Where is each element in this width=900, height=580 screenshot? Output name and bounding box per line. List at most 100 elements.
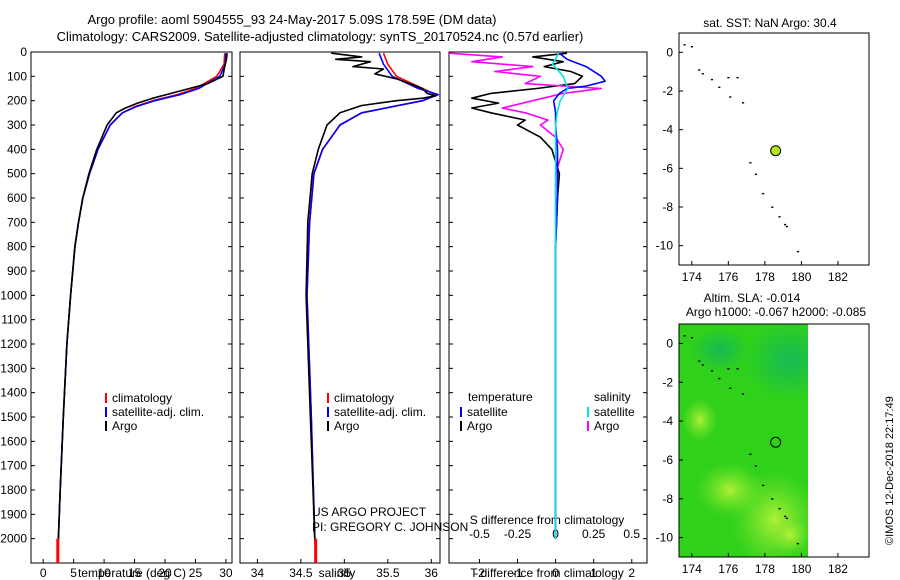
land-dot	[736, 368, 739, 370]
depth-tick-label: 1900	[0, 507, 27, 521]
difference-panel: -2 -1 0 1 2-0.5 -0.25 0 0.25 0.5S difference fro…	[448, 51, 648, 580]
land-dot	[749, 453, 752, 455]
land-dot	[710, 370, 714, 372]
sla_map-lat-tick-label: -10	[656, 531, 674, 545]
diff-legend-t-argo-label: Argo	[467, 419, 493, 433]
temperature-argo-line	[57, 53, 228, 539]
sst_map-lat-tick-label: -6	[662, 161, 673, 175]
sla_map-lat-tick-label: 0	[666, 336, 673, 350]
sst-map-panel: 174 176 178 180 182 0 -2 -4 -6 -8 -10	[656, 32, 870, 284]
depth-tick-label: 300	[7, 118, 27, 132]
land-dot	[718, 377, 721, 380]
diff-legend-s-satellite-label: satellite	[594, 405, 635, 419]
sst_map-lon-tick-label: 178	[755, 270, 775, 284]
sla_map-lon-tick-label: 182	[828, 562, 848, 576]
sst_map-profile-marker	[770, 145, 782, 157]
salinity-legend-argo-label: Argo	[334, 419, 360, 433]
depth-tick-label: 200	[7, 94, 27, 108]
land-dot	[783, 223, 787, 226]
sla_map-lon-tick-label: 180	[791, 562, 811, 576]
sst_map-lat-tick-label: -10	[656, 239, 674, 253]
sst_map-lon-tick-label: 182	[828, 270, 848, 284]
depth-tick-label: 700	[7, 215, 27, 229]
sla-heatmap	[679, 324, 808, 557]
temperature-satellite-line	[57, 53, 227, 551]
sst_map-lat-tick-label: -8	[662, 200, 673, 214]
depth-tick-label: 0	[20, 45, 27, 59]
sla-heatmap-low-patch	[745, 324, 808, 400]
figure-title-line1: Argo profile: aoml 5904555_93 24-May-201…	[87, 12, 496, 27]
sla_map-profile-marker	[770, 436, 782, 448]
land-dot	[783, 515, 787, 518]
land-dot	[796, 250, 799, 253]
s-diff-tick-label: -0.25	[504, 527, 532, 541]
land-dot	[762, 484, 765, 487]
land-dot	[683, 335, 686, 337]
land-dot	[698, 360, 701, 362]
temperature-bottom-marker	[56, 538, 60, 563]
depth-tick-label: 1500	[0, 410, 27, 424]
sla-heatmap-high-patch	[682, 398, 718, 442]
salinity-tick-label: 35	[338, 566, 352, 580]
s-diff-axis-label: S difference from climatology	[470, 513, 625, 527]
sla-heatmap-low-patch	[690, 328, 750, 372]
depth-tick-label: 800	[7, 240, 27, 254]
s-diff-tick-label: 0.25	[582, 527, 606, 541]
depth-tick-label: 1200	[0, 337, 27, 351]
land-dot	[749, 162, 752, 164]
sla_map-lat-tick-label: -4	[662, 414, 673, 428]
sst_map-lon-tick-label: 180	[791, 270, 811, 284]
sst_map-frame	[678, 32, 870, 266]
sla_map-lat-tick-label: -8	[662, 492, 673, 506]
figure-title-line2: Climatology: CARS2009. Satellite-adjuste…	[57, 29, 584, 44]
diff-legend-t-satellite-label: satellite	[467, 405, 508, 419]
sla_map-lon-tick-label: 176	[718, 562, 738, 576]
t-diff-argo-line	[470, 52, 584, 539]
depth-tick-label: 100	[7, 69, 27, 83]
depth-tick-label: 900	[7, 264, 27, 278]
land-dot	[718, 86, 721, 89]
temperature-frame	[30, 51, 233, 564]
credit-project: US ARGO PROJECT	[312, 505, 427, 519]
sla_map-lat-tick-label: -2	[662, 375, 673, 389]
t-diff-tick-label: 1	[590, 566, 597, 580]
t-diff-tick-label: -2	[474, 566, 485, 580]
depth-tick-label: 2000	[0, 532, 27, 546]
temperature-legend-argo-label: Argo	[112, 419, 138, 433]
land-dot	[690, 337, 693, 339]
land-dot	[785, 517, 788, 520]
land-dot	[729, 387, 732, 389]
salinity-frame	[239, 51, 441, 564]
s-diff-tick-label: -0.5	[469, 527, 490, 541]
sla_map-lon-tick-label: 178	[755, 562, 775, 576]
salinity-argo-line	[305, 52, 437, 539]
land-dot	[701, 73, 704, 75]
land-dot	[741, 393, 745, 395]
temperature-tick-label: 30	[219, 566, 233, 580]
depth-tick-label: 500	[7, 167, 27, 181]
t-diff-tick-label: -1	[512, 566, 523, 580]
land-dot	[771, 498, 774, 500]
temperature-tick-label: 10	[97, 566, 111, 580]
land-dot	[785, 225, 788, 228]
temperature-tick-label: 25	[189, 566, 203, 580]
land-dot	[683, 44, 686, 46]
sla-heatmap-high-patch	[695, 462, 765, 518]
sst_map-lat-tick-label: -4	[662, 123, 673, 137]
temperature-axis-label: temperature (deg C)	[78, 566, 186, 580]
depth-tick-label: 1600	[0, 434, 27, 448]
sst_map-lat-tick-label: 0	[666, 45, 673, 59]
land-dot	[778, 507, 781, 510]
salinity-tick-label: 35.5	[376, 566, 400, 580]
t-diff-satellite-line	[552, 52, 606, 539]
salinity-axis-label: salinity	[319, 566, 356, 580]
salinity-tick-label: 34.5	[289, 566, 313, 580]
salinity-tick-label: 34	[251, 566, 265, 580]
salinity-legend-satellite-label: satellite-adj. clim.	[334, 405, 426, 419]
temperature-tick-label: 15	[128, 566, 142, 580]
sla-map-panel: 174 176 178 180 182 0 -2 -4 -6 -8 -10	[656, 323, 870, 576]
imos-timestamp: ©IMOS 12-Dec-2018 22:17:49	[884, 396, 896, 545]
t-diff-axis-label: T difference from climatology	[470, 566, 624, 580]
t-diff-tick-label: 0	[552, 566, 559, 580]
salinity-bottom-marker	[314, 538, 318, 563]
